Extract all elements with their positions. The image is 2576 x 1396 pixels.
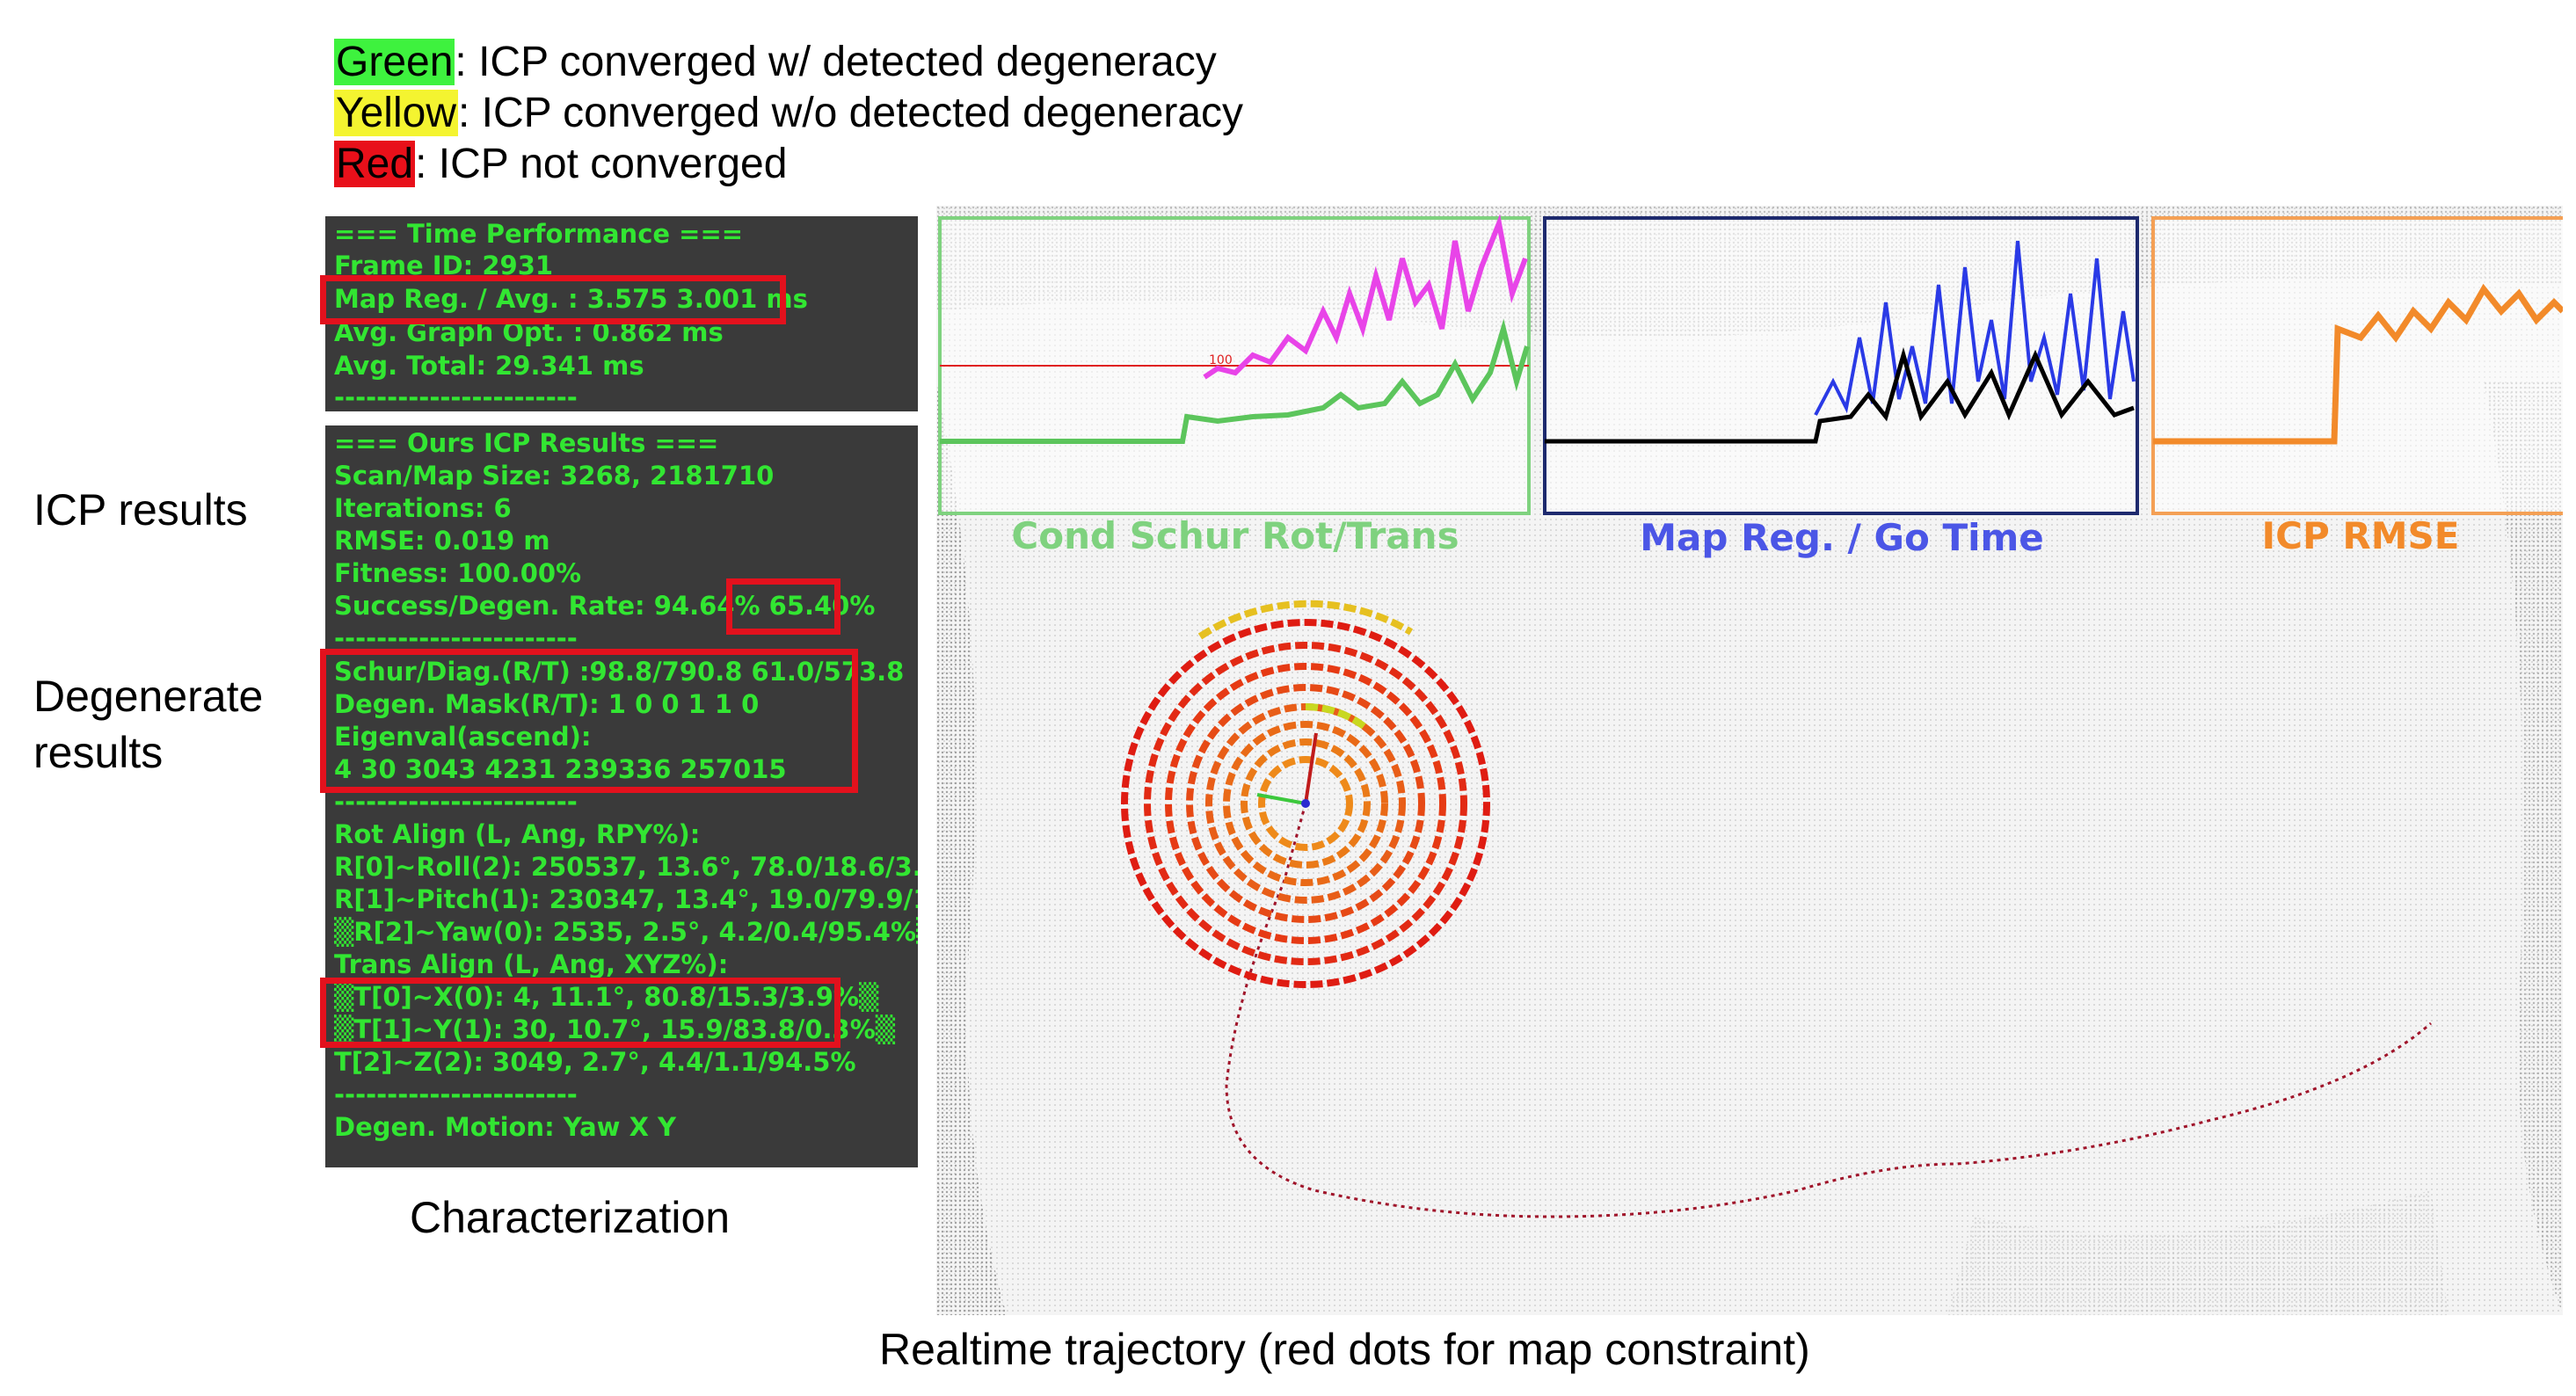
- icp-line: ▒R[2]~Yaw(0): 2535, 2.5°, 4.2/0.4/95.4%▒: [334, 917, 918, 947]
- map-reg-highlight-box: [320, 275, 786, 324]
- point-cloud-boundary-bottom: [1947, 1190, 2449, 1315]
- degenerate-label-1: Degenerate: [33, 672, 264, 721]
- time-line: Avg. Total: 29.341 ms: [334, 351, 644, 381]
- legend-yellow-text: : ICP converged w/o detected degeneracy: [458, 90, 1244, 136]
- sensor-origin: [1301, 799, 1310, 808]
- legend-green-key: Green: [334, 39, 455, 85]
- legend-green: Green: ICP converged w/ detected degener…: [334, 37, 1243, 88]
- scan-ring: [1241, 738, 1371, 869]
- plot-cond-schur-trans-series: [940, 318, 1530, 444]
- icp-line: Scan/Map Size: 3268, 2181710: [334, 461, 775, 491]
- legend-green-text: : ICP converged w/ detected degeneracy: [455, 39, 1217, 85]
- scan-ring: [1258, 756, 1353, 851]
- current-scan: [1121, 600, 1490, 988]
- icp-line: R[0]~Roll(2): 250537, 13.6°, 78.0/18.6/3…: [334, 852, 918, 882]
- scan-ring: [1186, 684, 1425, 923]
- plot-cond-schur: 100: [938, 214, 1531, 515]
- icp-line: -----------------------: [334, 1080, 578, 1109]
- scan-ring: [1144, 642, 1467, 965]
- plot-cond-schur-rot-series: [1203, 214, 1528, 380]
- time-line: -----------------------: [334, 382, 578, 411]
- time-line: Map Reg. / Avg. : 3.575 3.001 ms: [334, 284, 808, 314]
- plot-icp-rmse: [2151, 216, 2563, 515]
- icp-line: Rot Align (L, Ang, RPY%):: [334, 819, 701, 849]
- scan-ring: [1165, 663, 1446, 944]
- icp-line: Success/Degen. Rate: 94.64% 65.40%: [334, 591, 876, 621]
- plot-map-reg-time-go-series: [1545, 346, 2135, 444]
- degen-rate-highlight-box: [726, 578, 840, 635]
- scan-ring: [1223, 721, 1388, 886]
- plot-map-reg-time: [1543, 216, 2139, 515]
- map-canvas: 100 Cond Schur Rot/Trans Map Reg. / Go T…: [936, 206, 2563, 1315]
- icp-line: RMSE: 0.019 m: [334, 526, 550, 556]
- plot-icp-rmse-title: ICP RMSE: [2262, 514, 2460, 557]
- degenerate-results-highlight-box: [320, 649, 858, 793]
- axis-x: [1304, 732, 1318, 804]
- icp-results-label: ICP results: [33, 485, 248, 534]
- point-cloud-boundary-left: [936, 382, 1007, 1315]
- icp-line: T[2]~Z(2): 3049, 2.7°, 4.4/1.1/94.5%: [334, 1047, 856, 1077]
- legend-red-text: : ICP not converged: [415, 141, 788, 187]
- plot-cond-schur-threshold-label: 100: [1209, 353, 1233, 367]
- icp-line: Iterations: 6: [334, 493, 512, 523]
- time-performance-panel: === Time Performance === Frame ID: 2931 …: [325, 216, 918, 411]
- trajectory-caption: Realtime trajectory (red dots for map co…: [879, 1325, 1810, 1374]
- point-cloud-boundary-right: [2484, 382, 2563, 1315]
- icp-line: Eigenval(ascend):: [334, 722, 592, 752]
- icp-line: -----------------------: [334, 623, 578, 653]
- time-line: === Time Performance ===: [334, 219, 744, 249]
- plot-map-reg-time-title: Map Reg. / Go Time: [1640, 516, 2044, 559]
- legend-yellow: Yellow: ICP converged w/o detected degen…: [334, 88, 1243, 139]
- degenerate-label-2: results: [33, 728, 164, 777]
- scan-ring-arc: [1305, 702, 1370, 732]
- legend-red-key: Red: [334, 141, 416, 187]
- plot-icp-rmse-frame: [2151, 216, 2563, 515]
- characterization-caption: Characterization: [410, 1193, 731, 1242]
- icp-line: Trans Align (L, Ang, XYZ%):: [334, 949, 729, 979]
- icp-line: === Ours ICP Results ===: [334, 428, 719, 458]
- icp-line: R[1]~Pitch(1): 230347, 13.4°, 19.0/79.9/…: [334, 884, 918, 914]
- icp-line: ▒T[0]~X(0): 4, 11.1°, 80.8/15.3/3.9%▒: [334, 982, 879, 1012]
- point-cloud-map-view[interactable]: 100 Cond Schur Rot/Trans Map Reg. / Go T…: [936, 206, 2563, 1315]
- icp-line: Fitness: 100.00%: [334, 558, 582, 588]
- axis-y: [1256, 793, 1306, 805]
- plot-map-reg-time-frame: [1543, 216, 2139, 515]
- realtime-trajectory: [1225, 803, 2432, 1218]
- plot-icp-rmse-series: [2153, 283, 2563, 445]
- scan-ring: [1121, 619, 1490, 988]
- legend-yellow-key: Yellow: [334, 90, 458, 136]
- icp-line: Degen. Motion: Yaw X Y: [334, 1112, 677, 1142]
- legend: Green: ICP converged w/ detected degener…: [334, 37, 1243, 190]
- plot-cond-schur-title: Cond Schur Rot/Trans: [1011, 514, 1459, 557]
- icp-line: ▒T[1]~Y(1): 30, 10.7°, 15.9/83.8/0.3%▒: [334, 1014, 896, 1044]
- trans-align-highlight-box: [320, 978, 840, 1048]
- icp-results-panel: === Ours ICP Results === Scan/Map Size: …: [325, 425, 918, 1167]
- scan-ring-arc: [1197, 600, 1414, 640]
- legend-red: Red: ICP not converged: [334, 139, 1243, 190]
- icp-line: Degen. Mask(R/T): 1 0 0 1 1 0: [334, 689, 760, 719]
- icp-line: Schur/Diag.(R/T) :98.8/790.8 61.0/573.8: [334, 657, 905, 687]
- icp-line: 4 30 3043 4231 239336 257015: [334, 754, 787, 784]
